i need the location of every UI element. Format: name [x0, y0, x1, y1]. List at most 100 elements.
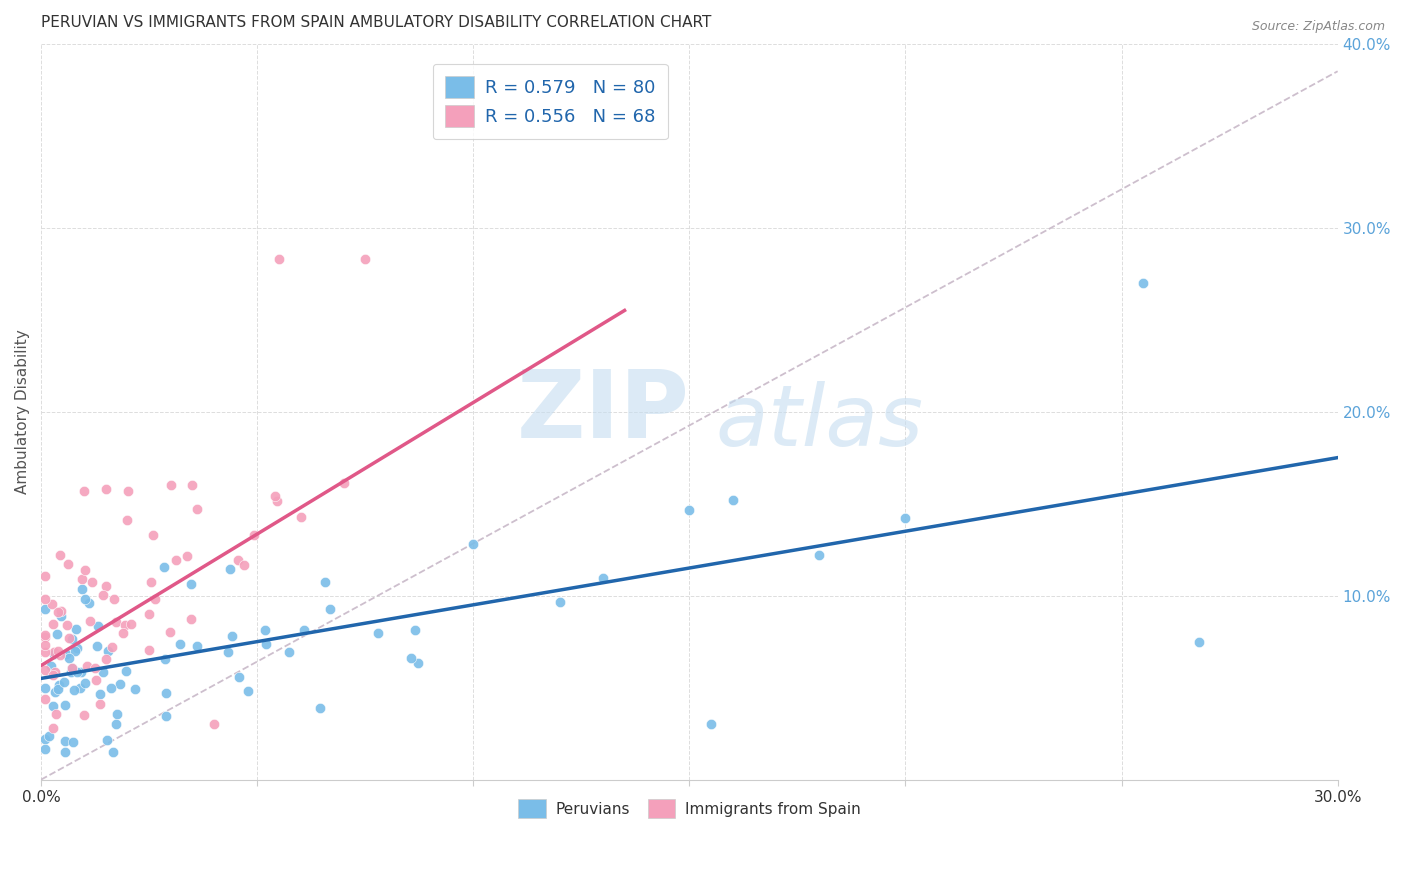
Point: [267, 252, 290, 266]
Point: [114, 618, 136, 632]
Point: [406, 656, 429, 670]
Point: [79, 614, 101, 628]
Point: [254, 623, 277, 637]
Point: [42, 668, 65, 682]
Point: [155, 709, 177, 723]
Point: [103, 591, 125, 606]
Point: [75, 592, 97, 607]
Point: [120, 616, 142, 631]
Point: [60, 632, 83, 646]
Point: [138, 642, 160, 657]
Point: [105, 615, 128, 629]
Point: [34, 569, 56, 583]
Point: [82, 574, 104, 589]
Point: [404, 623, 426, 637]
Point: [73, 676, 96, 690]
Point: [228, 553, 250, 567]
Point: [70, 665, 93, 679]
Point: [34, 602, 56, 616]
Point: [46, 627, 69, 641]
Point: [314, 574, 336, 589]
Point: [700, 717, 723, 731]
Point: [217, 645, 239, 659]
Point: [186, 501, 208, 516]
Point: [75, 563, 97, 577]
Text: Source: ZipAtlas.com: Source: ZipAtlas.com: [1251, 20, 1385, 33]
Point: [42, 699, 65, 714]
Point: [278, 645, 301, 659]
Point: [66, 640, 89, 655]
Point: [1188, 634, 1211, 648]
Point: [117, 483, 139, 498]
Point: [91, 665, 114, 679]
Point: [38, 729, 60, 743]
Point: [463, 537, 485, 551]
Point: [42, 645, 65, 659]
Point: [53, 745, 76, 759]
Point: [42, 616, 65, 631]
Point: [176, 549, 198, 563]
Point: [60, 665, 83, 679]
Point: [153, 559, 176, 574]
Point: [142, 528, 165, 542]
Point: [186, 639, 208, 653]
Point: [138, 607, 160, 621]
Point: [155, 686, 177, 700]
Point: [114, 664, 136, 678]
Point: [145, 592, 167, 607]
Point: [124, 682, 146, 697]
Point: [48, 549, 70, 563]
Point: [62, 735, 84, 749]
Point: [66, 665, 89, 680]
Point: [254, 637, 277, 651]
Point: [87, 619, 110, 633]
Point: [34, 741, 56, 756]
Point: [63, 682, 86, 697]
Point: [34, 645, 56, 659]
Point: [34, 732, 56, 747]
Point: [180, 577, 202, 591]
Point: [53, 698, 76, 712]
Point: [101, 640, 124, 654]
Point: [96, 733, 118, 747]
Point: [89, 687, 111, 701]
Point: [72, 582, 94, 597]
Point: [318, 602, 340, 616]
Point: [266, 493, 288, 508]
Point: [49, 608, 72, 623]
Legend: Peruvians, Immigrants from Spain: Peruvians, Immigrants from Spain: [509, 790, 869, 827]
Point: [58, 651, 80, 665]
Point: [73, 707, 96, 722]
Point: [94, 651, 117, 665]
Point: [34, 692, 56, 706]
Point: [60, 660, 83, 674]
Point: [73, 483, 96, 498]
Point: [46, 605, 69, 619]
Point: [65, 622, 87, 636]
Point: [108, 677, 131, 691]
Point: [180, 612, 202, 626]
Point: [46, 681, 69, 696]
Point: [165, 552, 187, 566]
Point: [86, 639, 108, 653]
Point: [1132, 276, 1154, 290]
Point: [77, 597, 100, 611]
Point: [354, 252, 377, 266]
Text: atlas: atlas: [716, 381, 924, 464]
Point: [34, 628, 56, 642]
Point: [228, 670, 250, 684]
Point: [169, 637, 191, 651]
Point: [181, 478, 204, 492]
Point: [721, 492, 744, 507]
Point: [309, 701, 332, 715]
Point: [86, 673, 108, 687]
Point: [34, 638, 56, 652]
Point: [236, 684, 259, 698]
Point: [56, 558, 79, 572]
Point: [41, 658, 63, 673]
Point: [49, 648, 72, 662]
Point: [105, 716, 128, 731]
Point: [58, 632, 80, 646]
Point: [97, 643, 120, 657]
Point: [60, 661, 83, 675]
